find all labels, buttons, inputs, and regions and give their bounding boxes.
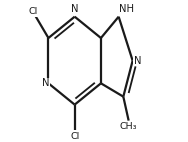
Text: N: N <box>42 78 49 88</box>
Text: Cl: Cl <box>70 132 79 141</box>
Text: NH: NH <box>119 4 134 14</box>
Text: Cl: Cl <box>28 7 37 16</box>
Text: N: N <box>134 56 142 66</box>
Text: CH₃: CH₃ <box>120 122 137 131</box>
Text: N: N <box>71 4 78 14</box>
